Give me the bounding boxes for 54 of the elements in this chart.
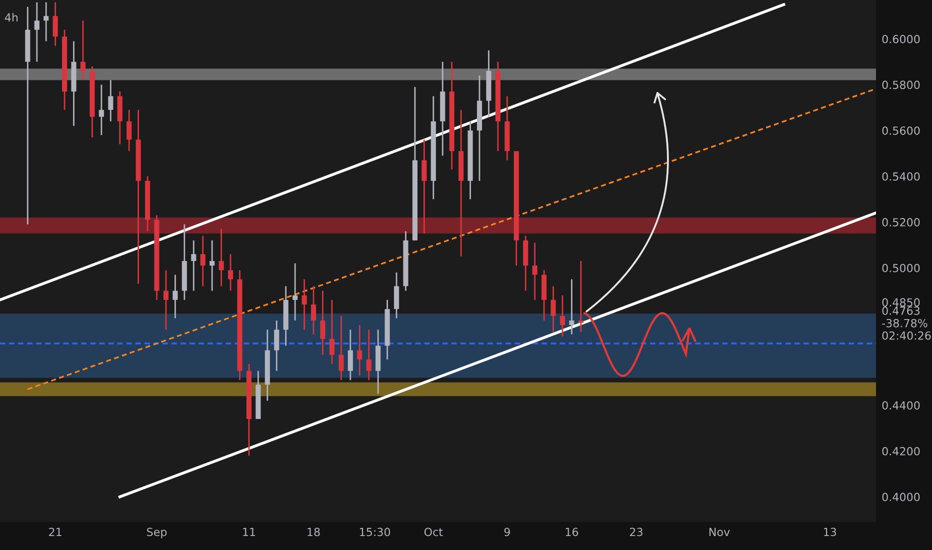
y-tick-label: 0.4850 <box>882 298 920 307</box>
candlestick <box>210 240 215 292</box>
candlestick <box>292 262 298 322</box>
y-tick-label: 0.5400 <box>882 172 920 181</box>
y-tick-label: 0.6000 <box>882 34 920 44</box>
candlestick <box>310 285 316 335</box>
candlestick <box>560 294 566 338</box>
candlestick <box>172 274 178 319</box>
x-tick-label: 9 <box>504 528 510 536</box>
candlestick <box>394 272 400 319</box>
candlestick <box>532 242 538 301</box>
y-tick-label: 0.4000 <box>882 492 920 502</box>
candlestick <box>569 278 574 335</box>
x-tick-label: Nov <box>709 528 730 536</box>
y-tick-label: 0.4400 <box>882 401 920 410</box>
candlestick <box>357 324 362 376</box>
y-tick-label: 0.5800 <box>882 80 920 90</box>
candlestick <box>98 84 104 136</box>
x-tick-label: 23 <box>630 528 642 536</box>
candlestick <box>126 109 132 152</box>
x-tick-label: 16 <box>566 528 578 536</box>
candlestick <box>163 269 169 330</box>
x-tick-label: 11 <box>243 528 256 536</box>
candlestick <box>329 299 334 365</box>
candlestick <box>320 290 326 356</box>
x-tick-label: 18 <box>308 528 320 536</box>
candlestick <box>348 328 353 381</box>
y-tick-label: 0.4763 -38.78% 02:40:26 <box>882 306 931 340</box>
candlestick <box>218 228 224 287</box>
candlestick <box>191 240 196 292</box>
x-tick-label: 15:30 <box>360 528 390 536</box>
candlestick <box>422 138 427 234</box>
y-tick-label: 0.5000 <box>882 264 920 272</box>
candlestick <box>52 2 58 46</box>
candlestick <box>108 79 114 122</box>
candlestick <box>302 278 307 330</box>
candlestick <box>550 285 556 333</box>
text: 4h <box>4 13 18 22</box>
x-tick-label: 13 <box>824 528 836 536</box>
candlestick <box>34 2 40 63</box>
y-tick-label: 0.4200 <box>882 447 920 456</box>
candlestick <box>228 253 234 292</box>
candlestick <box>200 235 206 287</box>
y-tick-label: 0.5200 <box>882 218 920 226</box>
x-tick-label: Sep <box>147 528 167 538</box>
x-tick-label: Oct <box>424 528 443 536</box>
candlestick <box>44 2 49 42</box>
candlestick <box>578 260 584 333</box>
candlestick <box>80 20 86 81</box>
candlestick <box>366 328 372 381</box>
candlestick <box>338 315 344 381</box>
x-tick-label: 21 <box>49 528 62 536</box>
y-tick-label: 0.5600 <box>882 126 920 135</box>
candlestick <box>274 320 280 372</box>
